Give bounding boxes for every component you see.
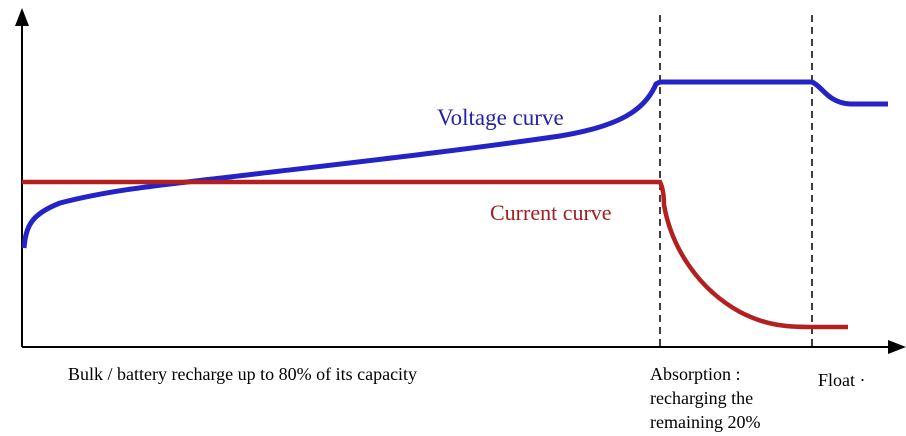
voltage-curve (21, 79, 888, 249)
current-label: Current curve (490, 200, 612, 225)
absorption-label: Absorption : (650, 364, 741, 384)
voltage-label: Voltage curve (437, 105, 564, 130)
y-axis-arrow (15, 8, 29, 26)
bulk-label: Bulk / battery recharge up to 80% of its… (68, 364, 417, 384)
absorption-label: recharging the (650, 388, 753, 408)
absorption-label: remaining 20% (650, 412, 760, 432)
float-label: Float · (818, 370, 866, 390)
current-curve (22, 179, 848, 330)
x-axis-arrow (888, 340, 906, 354)
